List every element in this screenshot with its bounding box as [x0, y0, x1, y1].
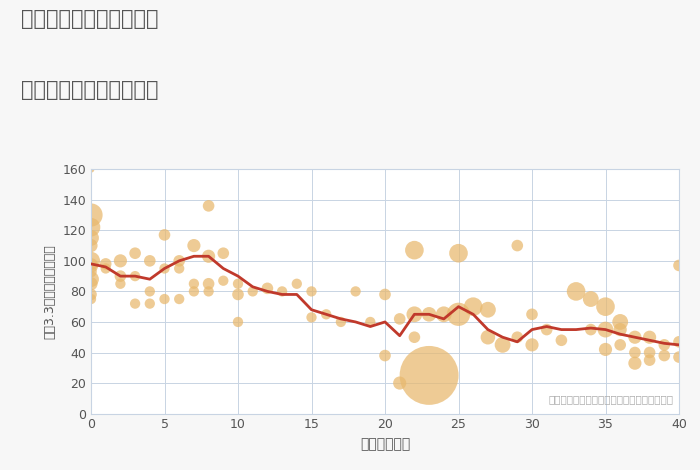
- Point: [482, 334, 493, 341]
- Point: [673, 353, 685, 361]
- Text: 大阪府堺市西区鳳中町の: 大阪府堺市西区鳳中町の: [21, 9, 158, 30]
- Point: [174, 295, 185, 303]
- Point: [85, 257, 97, 265]
- Point: [232, 318, 244, 326]
- Point: [174, 265, 185, 272]
- Point: [85, 280, 97, 288]
- Point: [85, 290, 97, 298]
- Point: [424, 372, 435, 379]
- Point: [144, 288, 155, 295]
- Point: [379, 352, 391, 359]
- Point: [468, 303, 479, 310]
- Point: [218, 250, 229, 257]
- Point: [306, 313, 317, 321]
- Point: [409, 246, 420, 254]
- Point: [100, 265, 111, 272]
- Point: [615, 318, 626, 326]
- Point: [232, 280, 244, 288]
- Point: [159, 231, 170, 239]
- Point: [85, 268, 97, 275]
- Point: [85, 242, 97, 249]
- Point: [482, 306, 493, 313]
- Point: [644, 334, 655, 341]
- Point: [526, 341, 538, 349]
- Point: [85, 295, 97, 303]
- Point: [541, 326, 552, 333]
- Point: [203, 202, 214, 210]
- Point: [306, 288, 317, 295]
- Point: [247, 288, 258, 295]
- Point: [115, 272, 126, 280]
- Point: [409, 311, 420, 318]
- Point: [585, 295, 596, 303]
- Point: [115, 257, 126, 265]
- Point: [526, 311, 538, 318]
- Point: [232, 290, 244, 298]
- Point: [203, 280, 214, 288]
- Point: [159, 265, 170, 272]
- Point: [85, 223, 97, 231]
- Point: [629, 349, 641, 356]
- Point: [365, 318, 376, 326]
- Point: [615, 341, 626, 349]
- Point: [673, 338, 685, 345]
- X-axis label: 築年数（年）: 築年数（年）: [360, 437, 410, 451]
- Point: [276, 288, 288, 295]
- Point: [409, 334, 420, 341]
- Point: [218, 277, 229, 284]
- Point: [130, 250, 141, 257]
- Point: [438, 311, 449, 318]
- Point: [512, 334, 523, 341]
- Point: [615, 326, 626, 333]
- Point: [335, 318, 346, 326]
- Point: [85, 275, 97, 283]
- Point: [659, 352, 670, 359]
- Point: [85, 234, 97, 242]
- Point: [203, 288, 214, 295]
- Point: [100, 260, 111, 267]
- Point: [144, 257, 155, 265]
- Point: [188, 242, 199, 249]
- Point: [644, 349, 655, 356]
- Point: [394, 379, 405, 387]
- Point: [512, 242, 523, 249]
- Point: [629, 334, 641, 341]
- Point: [350, 288, 361, 295]
- Point: [291, 280, 302, 288]
- Text: 築年数別中古戸建て価格: 築年数別中古戸建て価格: [21, 80, 158, 100]
- Point: [321, 311, 332, 318]
- Point: [600, 326, 611, 333]
- Point: [424, 311, 435, 318]
- Y-axis label: 坪（3.3㎡）単価（万円）: 坪（3.3㎡）単価（万円）: [43, 244, 57, 339]
- Point: [188, 288, 199, 295]
- Point: [570, 288, 582, 295]
- Point: [188, 280, 199, 288]
- Point: [629, 360, 641, 367]
- Point: [174, 257, 185, 265]
- Point: [379, 290, 391, 298]
- Point: [85, 165, 97, 173]
- Point: [85, 262, 97, 269]
- Point: [585, 326, 596, 333]
- Point: [85, 211, 97, 219]
- Point: [644, 356, 655, 364]
- Point: [659, 341, 670, 349]
- Point: [130, 272, 141, 280]
- Point: [600, 346, 611, 353]
- Point: [453, 311, 464, 318]
- Point: [673, 262, 685, 269]
- Point: [394, 315, 405, 322]
- Point: [130, 300, 141, 307]
- Point: [262, 284, 273, 292]
- Point: [115, 280, 126, 288]
- Point: [453, 250, 464, 257]
- Point: [159, 295, 170, 303]
- Point: [600, 303, 611, 310]
- Point: [203, 252, 214, 260]
- Text: 円の大きさは、取引のあった物件面積を示す: 円の大きさは、取引のあった物件面積を示す: [548, 394, 673, 404]
- Point: [497, 341, 508, 349]
- Point: [144, 300, 155, 307]
- Point: [556, 337, 567, 344]
